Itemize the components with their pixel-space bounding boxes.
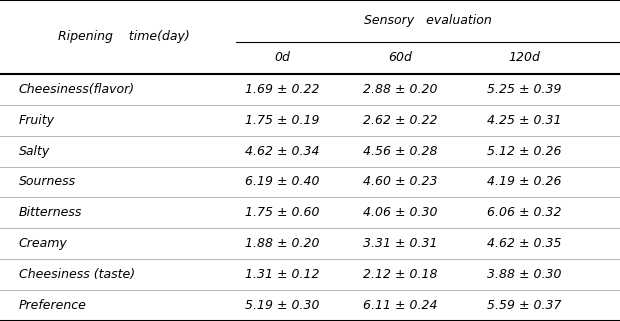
Text: 0d: 0d xyxy=(274,51,290,64)
Text: 3.88 ± 0.30: 3.88 ± 0.30 xyxy=(487,268,561,281)
Text: 1.31 ± 0.12: 1.31 ± 0.12 xyxy=(245,268,319,281)
Text: Ripening    time(day): Ripening time(day) xyxy=(58,30,190,43)
Text: 2.12 ± 0.18: 2.12 ± 0.18 xyxy=(363,268,437,281)
Text: 5.59 ± 0.37: 5.59 ± 0.37 xyxy=(487,299,561,312)
Text: Sensory   evaluation: Sensory evaluation xyxy=(364,14,492,27)
Text: 6.11 ± 0.24: 6.11 ± 0.24 xyxy=(363,299,437,312)
Text: 1.69 ± 0.22: 1.69 ± 0.22 xyxy=(245,83,319,96)
Text: 6.19 ± 0.40: 6.19 ± 0.40 xyxy=(245,176,319,188)
Text: 6.06 ± 0.32: 6.06 ± 0.32 xyxy=(487,206,561,219)
Text: Fruity: Fruity xyxy=(19,114,55,127)
Text: 4.60 ± 0.23: 4.60 ± 0.23 xyxy=(363,176,437,188)
Text: 4.62 ± 0.35: 4.62 ± 0.35 xyxy=(487,237,561,250)
Text: 4.56 ± 0.28: 4.56 ± 0.28 xyxy=(363,144,437,158)
Text: 4.06 ± 0.30: 4.06 ± 0.30 xyxy=(363,206,437,219)
Text: Cheesiness(flavor): Cheesiness(flavor) xyxy=(19,83,135,96)
Text: 3.31 ± 0.31: 3.31 ± 0.31 xyxy=(363,237,437,250)
Text: 1.88 ± 0.20: 1.88 ± 0.20 xyxy=(245,237,319,250)
Text: Creamy: Creamy xyxy=(19,237,68,250)
Text: Bitterness: Bitterness xyxy=(19,206,82,219)
Text: 4.19 ± 0.26: 4.19 ± 0.26 xyxy=(487,176,561,188)
Text: 4.25 ± 0.31: 4.25 ± 0.31 xyxy=(487,114,561,127)
Text: 60d: 60d xyxy=(388,51,412,64)
Text: 5.12 ± 0.26: 5.12 ± 0.26 xyxy=(487,144,561,158)
Text: 120d: 120d xyxy=(508,51,540,64)
Text: Preference: Preference xyxy=(19,299,86,312)
Text: Sourness: Sourness xyxy=(19,176,76,188)
Text: 5.25 ± 0.39: 5.25 ± 0.39 xyxy=(487,83,561,96)
Text: 1.75 ± 0.19: 1.75 ± 0.19 xyxy=(245,114,319,127)
Text: 5.19 ± 0.30: 5.19 ± 0.30 xyxy=(245,299,319,312)
Text: 1.75 ± 0.60: 1.75 ± 0.60 xyxy=(245,206,319,219)
Text: 4.62 ± 0.34: 4.62 ± 0.34 xyxy=(245,144,319,158)
Text: 2.62 ± 0.22: 2.62 ± 0.22 xyxy=(363,114,437,127)
Text: Salty: Salty xyxy=(19,144,50,158)
Text: Cheesiness (taste): Cheesiness (taste) xyxy=(19,268,135,281)
Text: 2.88 ± 0.20: 2.88 ± 0.20 xyxy=(363,83,437,96)
